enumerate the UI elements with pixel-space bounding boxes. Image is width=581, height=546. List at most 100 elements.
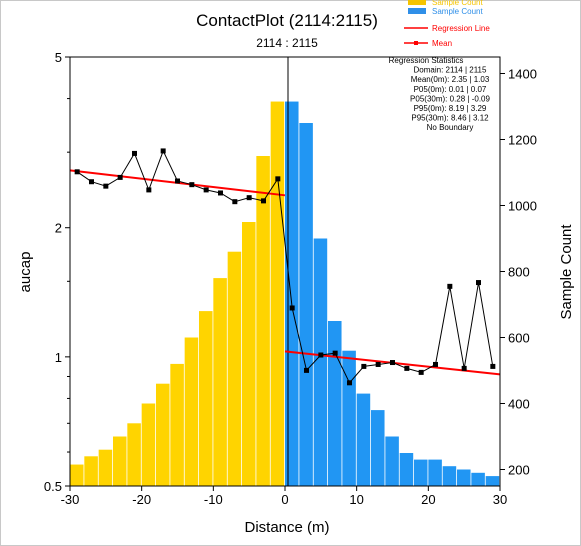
sample-count-bar (170, 363, 184, 486)
sample-count-bar (141, 403, 156, 486)
y2-tick-label: 800 (508, 265, 530, 280)
bars-yellow-series (70, 101, 285, 487)
stats-line: Domain: 2114 | 2115 (414, 66, 487, 75)
sample-count-bar (414, 459, 428, 486)
mean-point (375, 361, 381, 367)
y-axis-ticks: 0.5 1 2 5 (44, 50, 70, 494)
mean-point (146, 187, 152, 193)
sample-count-bar (113, 436, 127, 486)
sample-count-bar (127, 423, 141, 486)
y2-tick-label: 1400 (508, 67, 537, 82)
y2-tick-label: 1000 (508, 199, 537, 214)
sample-count-bar (242, 222, 256, 486)
y-tick-label: 1 (55, 350, 62, 365)
sample-count-bar (256, 156, 270, 486)
legend-label: Sample Count (432, 7, 483, 16)
sample-count-bar (371, 410, 385, 486)
mean-point (89, 179, 94, 185)
stats-line: P05(30m): 0.28 | -0.09 (410, 94, 490, 103)
sample-count-bar (442, 466, 457, 486)
mean-point (289, 305, 295, 311)
sample-count-bar (428, 459, 442, 486)
x-tick-label: 0 (281, 492, 288, 507)
mean-point (361, 363, 367, 369)
sample-count-bar (84, 456, 98, 486)
sample-count-bar (213, 278, 227, 486)
mean-point (232, 199, 238, 205)
chart-title: ContactPlot (2114:2115) (196, 11, 378, 30)
x-tick-label: -20 (132, 492, 151, 507)
sample-count-bar (457, 469, 471, 486)
x-tick-label: 30 (493, 492, 507, 507)
legend-swatch (408, 8, 426, 14)
sample-count-bar (328, 321, 342, 486)
y-tick-label: 0.5 (44, 479, 62, 494)
sample-count-bar (385, 436, 399, 486)
mean-point (275, 176, 281, 182)
sample-count-bar (270, 101, 285, 487)
y2-axis-label: Sample Count (558, 224, 575, 320)
mean-point (160, 148, 166, 154)
stats-line: P95(0m): 8.19 | 3.29 (414, 104, 487, 113)
x-tick-label: -10 (204, 492, 223, 507)
mean-point (418, 369, 424, 375)
y2-tick-label: 200 (508, 463, 530, 478)
sample-count-bar (156, 383, 170, 486)
mean-point (433, 361, 438, 367)
mean-point (476, 280, 481, 286)
mean-point (261, 198, 266, 204)
sample-count-bar (356, 393, 371, 486)
x-tick-label: -30 (61, 492, 80, 507)
sample-count-bar (299, 123, 313, 486)
x-tick-label: 20 (421, 492, 435, 507)
y2-tick-label: 400 (508, 397, 530, 412)
mean-point (318, 352, 324, 358)
sample-count-bar (313, 238, 328, 486)
y2-axis-ticks: 200 400 600 800 1000 1200 1400 (500, 67, 537, 478)
mean-point (103, 183, 109, 189)
legend-marker (414, 41, 418, 45)
mean-point (246, 195, 252, 201)
mean-point (132, 150, 137, 156)
sample-count-bar (227, 251, 242, 486)
mean-point (74, 169, 80, 175)
mean-point (175, 178, 180, 184)
y2-tick-label: 1200 (508, 133, 537, 148)
mean-point (404, 365, 410, 371)
mean-point (117, 174, 123, 180)
legend-swatch (408, 0, 426, 5)
stats-line: No Boundary (427, 123, 474, 132)
sample-count-bar (285, 101, 299, 487)
mean-point (490, 363, 496, 369)
mean-point (332, 350, 338, 356)
stats-line: Mean(0m): 2.35 | 1.03 (411, 75, 490, 84)
y-axis-label: aucap (17, 252, 34, 293)
sample-count-bar (399, 453, 414, 486)
mean-point (304, 367, 309, 373)
chart-subtitle: 2114 : 2115 (256, 36, 318, 50)
stats-line: P05(0m): 0.01 | 0.07 (414, 85, 487, 94)
sample-count-bar (98, 449, 113, 486)
legend-label: Regression Line (432, 24, 490, 33)
mean-point (347, 380, 352, 386)
mean-point (390, 360, 395, 366)
mean-point (218, 190, 223, 196)
x-axis-ticks: -30 -20 -10 0 10 20 30 (61, 486, 507, 507)
sample-count-bar (485, 476, 500, 486)
sample-count-bar (199, 311, 213, 486)
legend-label: Mean (432, 39, 452, 48)
sample-count-bar (184, 337, 199, 486)
bars-blue-series (285, 101, 500, 487)
sample-count-bar (471, 472, 485, 486)
stats-line: Regression Statistics (389, 56, 464, 65)
mean-series (74, 148, 496, 386)
y2-tick-label: 600 (508, 331, 530, 346)
x-tick-label: 10 (349, 492, 363, 507)
stats-line: P95(30m): 8.46 | 3.12 (411, 114, 489, 123)
mean-point (189, 182, 195, 188)
sample-count-bar (342, 350, 356, 486)
legend-label: Sample Count (432, 0, 483, 7)
